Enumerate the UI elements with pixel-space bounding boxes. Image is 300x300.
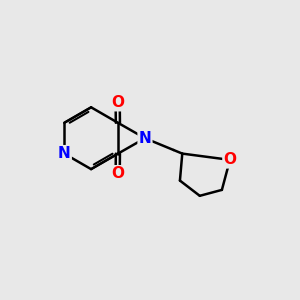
Text: N: N xyxy=(58,146,71,161)
Text: N: N xyxy=(139,131,151,146)
Text: O: O xyxy=(111,95,124,110)
Text: O: O xyxy=(111,166,124,181)
Text: O: O xyxy=(224,152,236,167)
